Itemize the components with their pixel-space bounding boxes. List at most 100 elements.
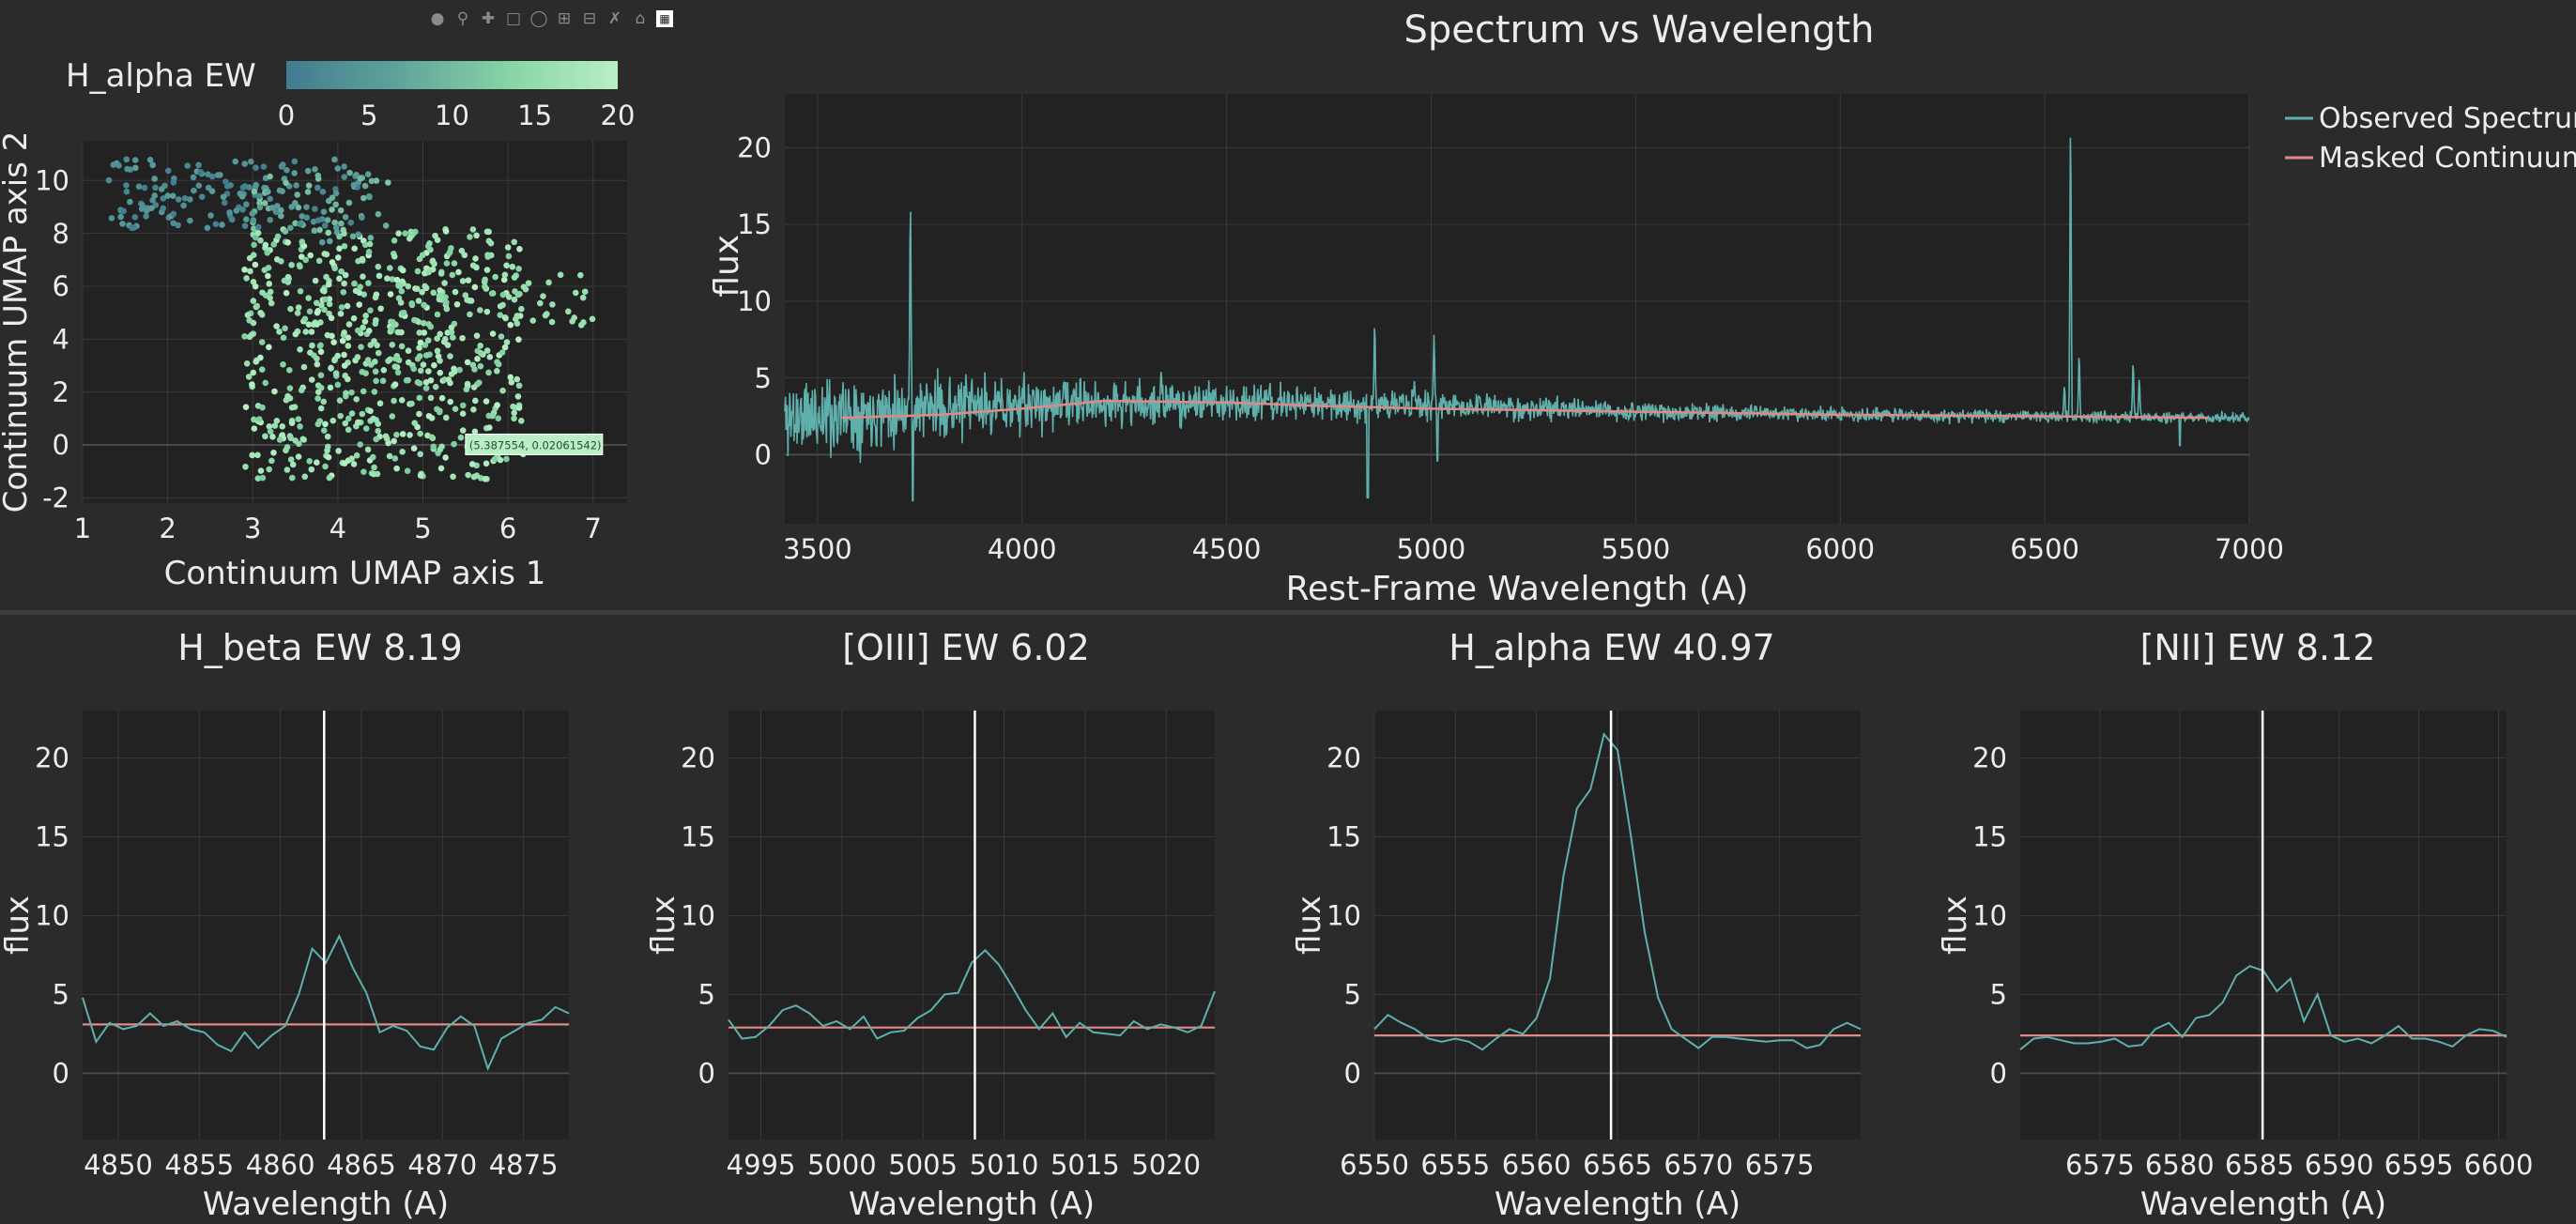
scatter-point[interactable] [335, 448, 342, 454]
scatter-point[interactable] [471, 428, 479, 436]
scatter-point[interactable] [345, 426, 352, 434]
scatter-point[interactable] [332, 224, 340, 231]
scatter-point[interactable] [292, 437, 299, 444]
scatter-point[interactable] [421, 319, 427, 327]
scatter-point[interactable] [494, 359, 500, 365]
scatter-point[interactable] [289, 461, 297, 468]
scatter-point[interactable] [424, 337, 432, 344]
plot-oiii[interactable]: 4995 5000 5005 5010 5015 5020 0 5 10 15 20 Waveleng… [645, 627, 1216, 1223]
scatter-point[interactable] [372, 368, 379, 375]
scatter-point[interactable] [322, 463, 329, 470]
scatter-point[interactable] [338, 268, 345, 275]
scatter-point[interactable] [470, 384, 478, 390]
scatter-point[interactable] [360, 194, 367, 202]
scatter-point[interactable] [515, 382, 523, 390]
scatter-point[interactable] [306, 308, 314, 315]
scatter-point[interactable] [253, 234, 259, 241]
scatter-point[interactable] [367, 361, 375, 368]
scatter-point[interactable] [305, 321, 313, 328]
scatter-point[interactable] [143, 213, 149, 220]
scatter-point[interactable] [422, 342, 429, 348]
scatter-point[interactable] [443, 298, 450, 306]
scatter-point[interactable] [503, 339, 511, 345]
scatter-point[interactable] [413, 285, 421, 292]
scatter-point[interactable] [304, 189, 312, 195]
scatter-point[interactable] [337, 412, 344, 420]
scatter-point[interactable] [462, 292, 469, 298]
scatter-point[interactable] [253, 164, 259, 171]
scatter-point[interactable] [385, 179, 391, 186]
scatter-point[interactable] [324, 331, 331, 339]
scatter-point[interactable] [348, 455, 355, 462]
scatter-point[interactable] [298, 253, 305, 260]
scatter-point[interactable] [341, 329, 347, 336]
scatter-point[interactable] [345, 415, 352, 422]
autoscale-icon[interactable]: ✗ [607, 9, 622, 28]
scatter-point[interactable] [407, 228, 415, 236]
scatter-point[interactable] [417, 339, 424, 346]
scatter-point[interactable] [280, 360, 286, 368]
scatter-point[interactable] [264, 249, 271, 256]
scatter-point[interactable] [205, 184, 212, 191]
scatter-point[interactable] [288, 404, 296, 411]
scatter-point[interactable] [268, 205, 276, 211]
scatter-point[interactable] [331, 219, 338, 226]
scatter-point[interactable] [501, 344, 509, 351]
scatter-point[interactable] [522, 285, 529, 293]
scatter-point[interactable] [391, 252, 398, 260]
scatter-point[interactable] [222, 178, 229, 185]
scatter-point[interactable] [455, 268, 462, 276]
scatter-point[interactable] [278, 207, 284, 214]
scatter-point[interactable] [286, 367, 293, 374]
scatter-point[interactable] [332, 370, 340, 377]
scatter-point[interactable] [204, 224, 211, 232]
scatter-point[interactable] [441, 336, 449, 343]
scatter-point[interactable] [297, 263, 303, 270]
scatter-point[interactable] [299, 436, 307, 443]
scatter-point[interactable] [305, 182, 313, 189]
scatter-point[interactable] [471, 397, 479, 405]
scatter-point[interactable] [266, 281, 273, 287]
scatter-point[interactable] [362, 370, 369, 377]
scatter-point[interactable] [443, 260, 451, 267]
scatter-point[interactable] [342, 372, 349, 379]
plot-area[interactable] [785, 94, 2249, 524]
scatter-point[interactable] [361, 318, 369, 325]
scatter-point[interactable] [486, 354, 494, 360]
scatter-point[interactable] [472, 255, 479, 262]
scatter-point[interactable] [471, 283, 479, 291]
scatter-point[interactable] [138, 206, 146, 212]
scatter-point[interactable] [545, 279, 552, 286]
plot-area[interactable] [728, 711, 1215, 1140]
scatter-point[interactable] [434, 237, 441, 244]
flux-line[interactable] [82, 933, 570, 1072]
scatter-point[interactable] [120, 207, 128, 215]
scatter-point[interactable] [500, 276, 508, 283]
scatter-point[interactable] [511, 274, 518, 281]
scatter-point[interactable] [395, 329, 403, 336]
scatter-point[interactable] [331, 156, 338, 163]
scatter-point[interactable] [473, 332, 481, 340]
scatter-point[interactable] [276, 436, 284, 443]
scatter-point[interactable] [307, 252, 314, 259]
scatter-point[interactable] [343, 390, 349, 397]
scatter-point[interactable] [262, 433, 268, 440]
scatter-point[interactable] [514, 375, 521, 383]
scatter-point[interactable] [505, 252, 513, 260]
scatter-point[interactable] [391, 363, 399, 370]
scatter-point[interactable] [319, 188, 327, 195]
scatter-point[interactable] [411, 420, 418, 426]
scatter-point[interactable] [226, 209, 233, 216]
scatter-point[interactable] [303, 214, 311, 222]
scatter-point[interactable] [483, 228, 491, 236]
scatter-point[interactable] [580, 319, 587, 326]
scatter-point[interactable] [517, 418, 525, 424]
scatter-point[interactable] [410, 365, 418, 373]
scatter-point[interactable] [249, 210, 256, 217]
scatter-point[interactable] [391, 237, 398, 244]
scatter-point[interactable] [259, 474, 267, 482]
scatter-point[interactable] [259, 289, 266, 297]
scatter-point[interactable] [314, 321, 320, 328]
scatter-point[interactable] [399, 431, 406, 437]
scatter-point[interactable] [473, 232, 480, 239]
